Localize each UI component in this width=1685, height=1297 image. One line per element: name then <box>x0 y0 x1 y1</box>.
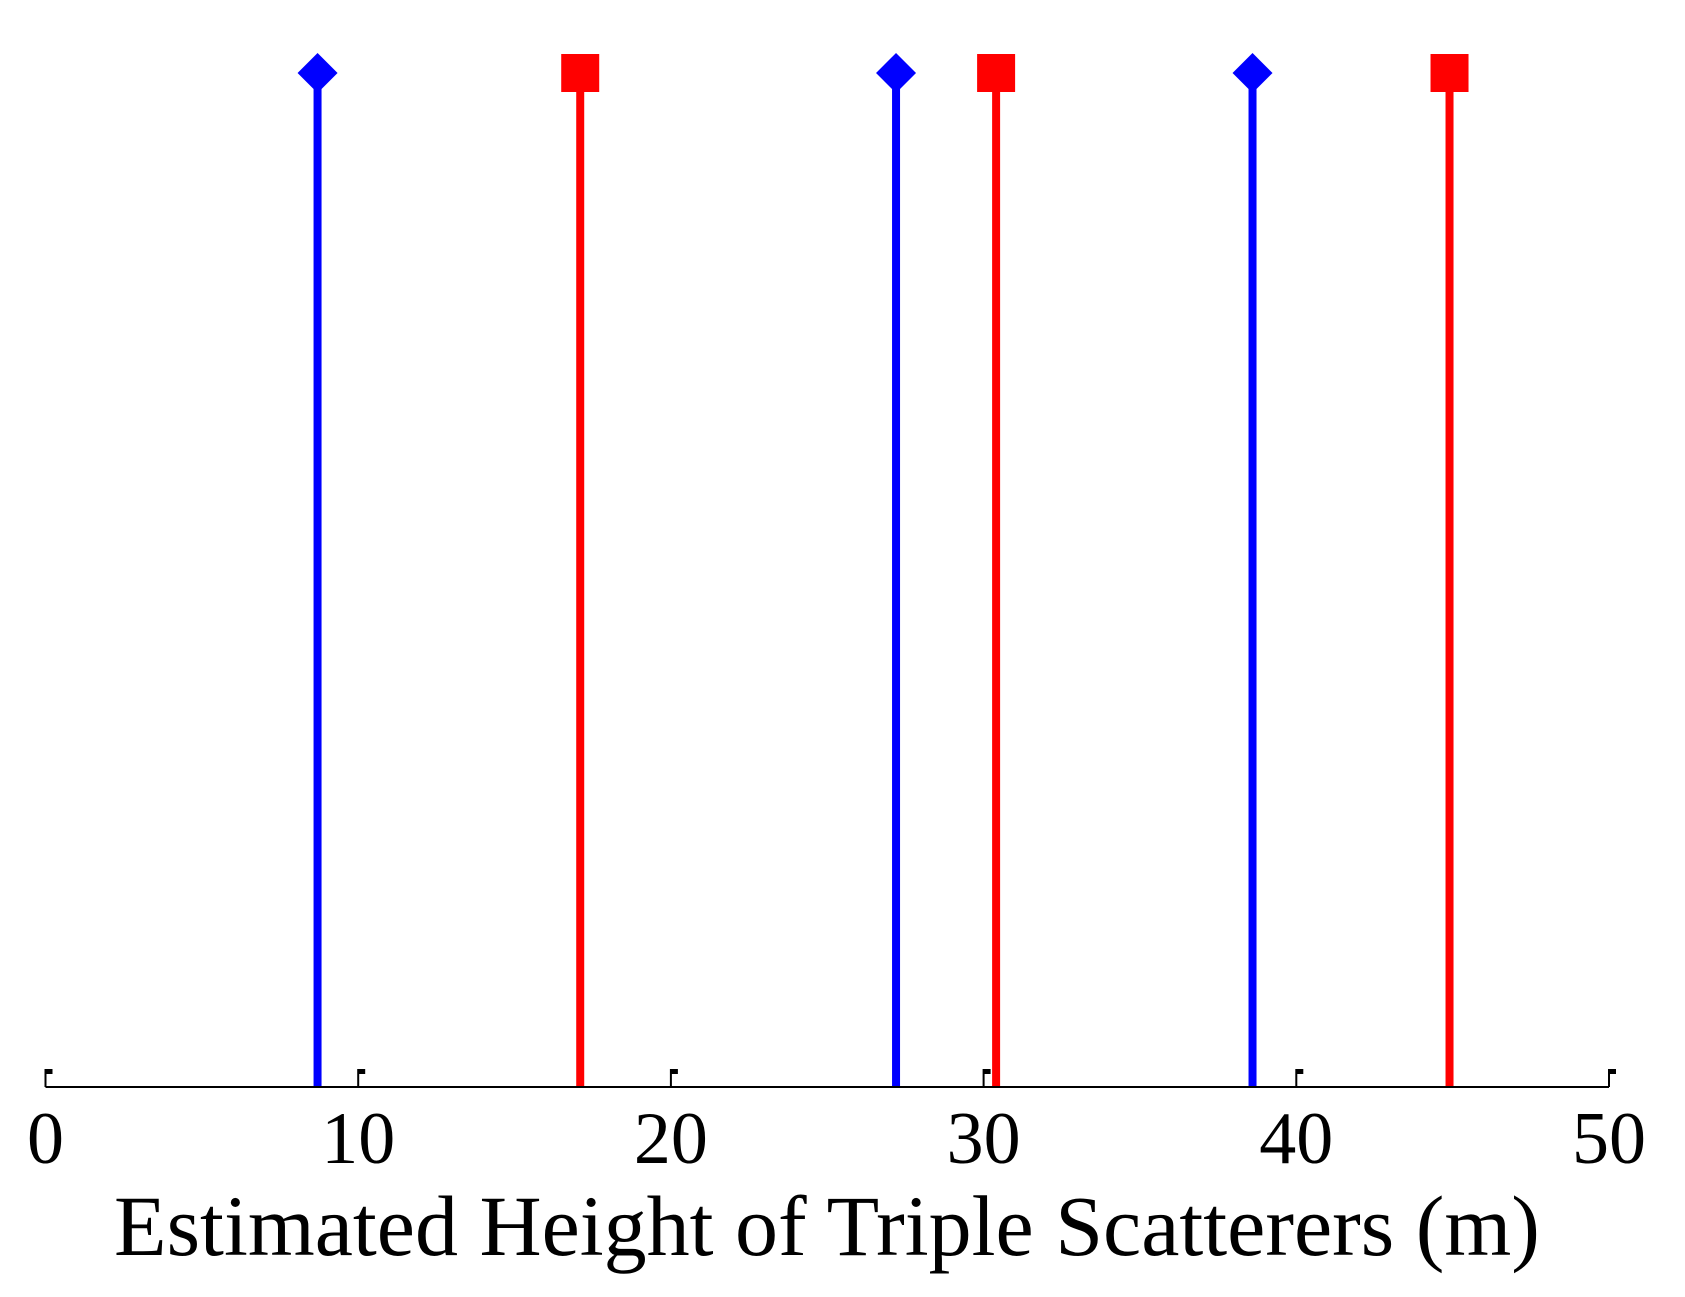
x-axis-ticks: 0 10 20 30 40 50 <box>27 1069 1646 1180</box>
x-tick-mark <box>670 1069 678 1074</box>
x-tick-label: 30 <box>947 1098 1021 1180</box>
diamond-marker-icon <box>297 53 338 93</box>
x-tick-mark <box>1296 1069 1304 1074</box>
square-marker-icon <box>561 54 600 92</box>
square-marker-icon <box>977 54 1016 92</box>
x-tick-label: 40 <box>1259 1098 1333 1180</box>
x-tick-mark <box>358 1069 366 1074</box>
x-tick-label: 20 <box>634 1098 708 1180</box>
x-tick-mark <box>1609 1069 1616 1074</box>
x-tick-mark <box>983 1069 991 1074</box>
x-tick-label: 10 <box>321 1098 395 1180</box>
x-tick-mark <box>45 1069 53 1074</box>
diamond-marker-icon <box>876 53 917 93</box>
square-marker-icon <box>1430 54 1469 92</box>
x-axis-title: Estimated Height of Triple Scatterers (m… <box>114 1178 1540 1274</box>
x-tick-label: 50 <box>1572 1098 1646 1180</box>
diamond-marker-icon <box>1232 53 1273 93</box>
x-tick-label: 0 <box>27 1098 64 1180</box>
stems-layer <box>297 53 1469 1087</box>
x-axis: 0 10 20 30 40 50 <box>27 1069 1646 1180</box>
